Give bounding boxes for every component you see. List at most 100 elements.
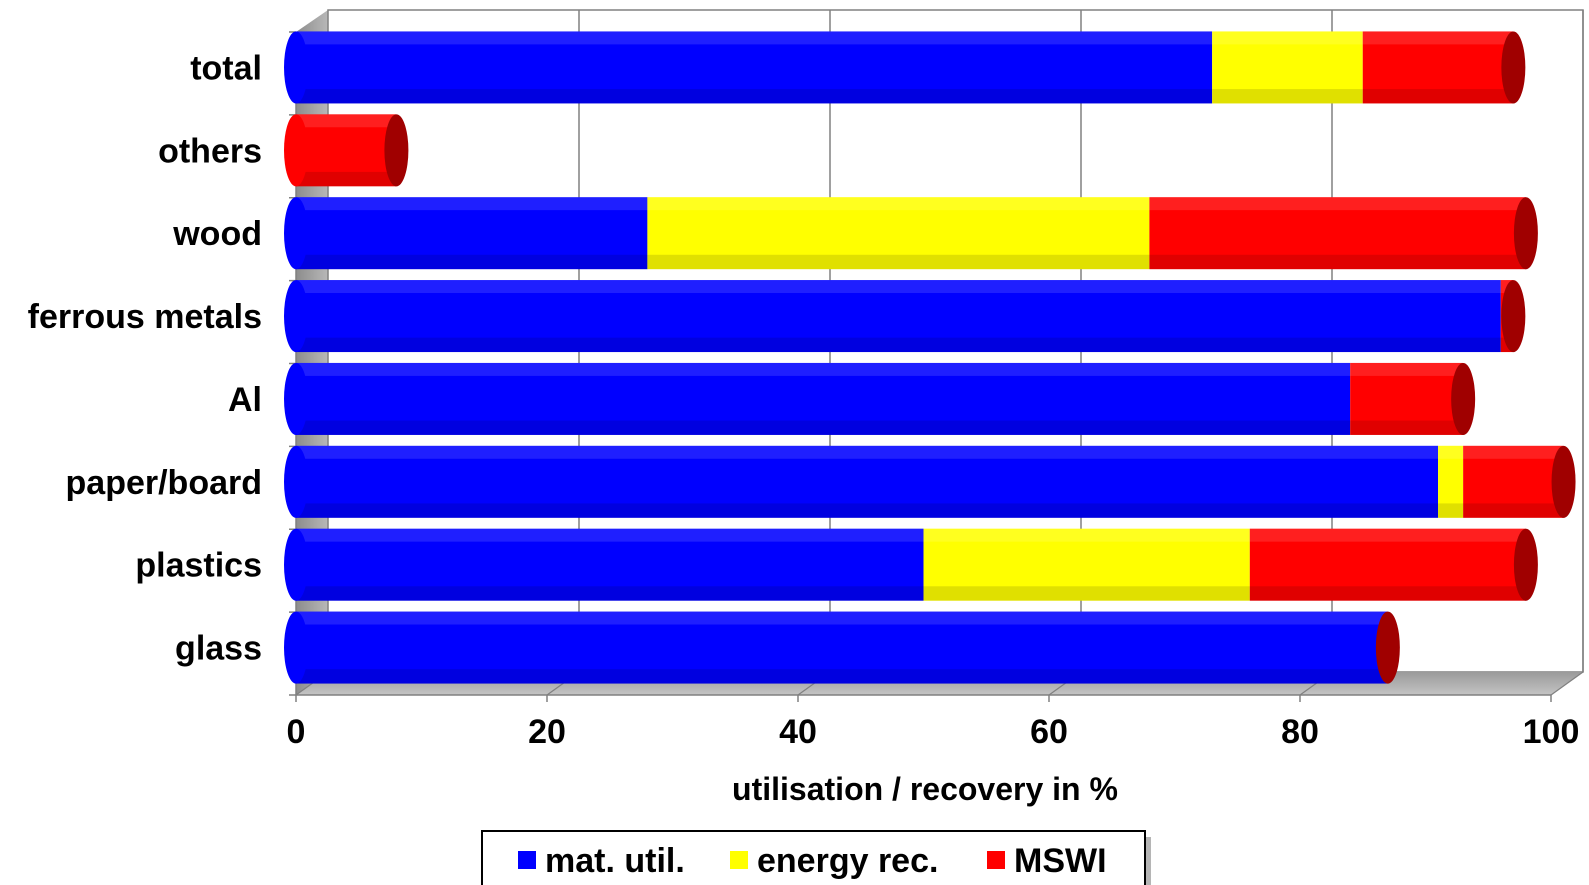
bar-end-cap-ferrous-metals (1501, 280, 1526, 353)
bar-al-mswi (1350, 362, 1464, 435)
bar-shadow-total-mswi (1362, 89, 1514, 104)
bar-highlight-wood-mswi (1149, 197, 1526, 211)
bar-body-total-energy-rec (1212, 31, 1363, 104)
bar-highlight-paper-board-mswi (1463, 445, 1564, 459)
bar-body-wood-energy-rec (647, 197, 1150, 270)
x-tick-label-80: 80 (1281, 713, 1319, 751)
bar-wood-mat-util (284, 197, 648, 270)
bar-body-total-mswi (1362, 31, 1514, 104)
bar-body-ferrous-metals-mat-util (296, 280, 1501, 353)
bar-start-cap-wood (284, 197, 308, 270)
category-label-al: Al (228, 381, 262, 419)
bar-wood-energy-rec (647, 197, 1150, 270)
bar-end-cap-plastics (1513, 528, 1538, 601)
bar-body-others-mswi (296, 114, 397, 187)
x-tick-labels: 0 20 40 60 80 100 (287, 713, 1580, 751)
bar-shadow-total-energy-rec (1212, 89, 1363, 104)
bar-highlight-wood-energy-rec (647, 197, 1150, 211)
bar-start-cap-total (284, 31, 308, 104)
bar-start-cap-plastics (284, 528, 308, 601)
legend-label-mswi: MSWI (1014, 842, 1107, 880)
bar-start-cap-paper-board (284, 445, 308, 518)
bar-shadow-plastics-mswi (1249, 586, 1526, 601)
bar-shadow-paper-board-mat-util (296, 503, 1439, 518)
legend-swatch-energy-rec (730, 851, 748, 869)
legend-label-energy-rec: energy rec. (757, 842, 938, 880)
bar-shadow-ferrous-metals-mat-util (296, 337, 1501, 353)
bar-highlight-ferrous-metals-mat-util (296, 280, 1501, 294)
category-label-paper-board: paper/board (66, 464, 262, 502)
bar-shadow-wood-mat-util (296, 254, 648, 270)
bar-body-al-mswi (1350, 362, 1464, 435)
legend: mat. util. energy rec. MSWI (481, 830, 1151, 885)
bar-shadow-others-mswi (296, 171, 397, 187)
bar-body-total-mat-util (296, 31, 1213, 104)
legend-swatch-mat-util (518, 851, 536, 869)
bar-body-plastics-mat-util (296, 528, 924, 601)
bar-highlight-al-mswi (1350, 362, 1464, 376)
legend-item-mat-util: mat. util. (518, 842, 685, 880)
bar-end-cap-paper-board (1551, 445, 1576, 518)
bar-body-paper-board-mswi (1463, 445, 1564, 518)
bar-body-paper-board-energy-rec (1438, 445, 1464, 518)
bar-body-wood-mat-util (296, 197, 648, 270)
category-label-wood: wood (172, 215, 262, 253)
bar-start-cap-ferrous-metals (284, 280, 308, 353)
bar-shadow-plastics-mat-util (296, 586, 924, 601)
bar-others-mswi (284, 114, 397, 187)
bar-highlight-paper-board-energy-rec (1438, 445, 1464, 459)
bar-end-cap-others (384, 114, 409, 187)
category-label-others: others (158, 132, 262, 170)
x-tick-label-60: 60 (1030, 713, 1068, 751)
floor-gridline-100 (1550, 671, 1584, 696)
category-label-plastics: plastics (135, 547, 262, 585)
bar-shadow-wood-mswi (1149, 254, 1526, 270)
bar-plastics-mswi (1249, 528, 1526, 601)
bar-wood-mswi (1149, 197, 1526, 270)
bar-shadow-glass-mat-util (296, 669, 1388, 684)
x-tick-label-40: 40 (779, 713, 817, 751)
bar-highlight-others-mswi (296, 114, 397, 128)
bar-total-mswi (1362, 31, 1514, 104)
bars (284, 31, 1576, 684)
bar-highlight-plastics-energy-rec (923, 528, 1250, 542)
category-label-ferrous-metals: ferrous metals (28, 298, 262, 336)
bar-paper-board-mswi (1463, 445, 1564, 518)
category-label-total: total (190, 49, 262, 87)
bar-shadow-paper-board-mswi (1463, 503, 1564, 518)
bar-highlight-total-mswi (1362, 31, 1514, 45)
bar-start-cap-others (284, 114, 308, 187)
bar-highlight-paper-board-mat-util (296, 445, 1439, 459)
bar-body-paper-board-mat-util (296, 445, 1439, 518)
bar-start-cap-al (284, 362, 308, 435)
bar-highlight-total-energy-rec (1212, 31, 1363, 45)
bar-shadow-al-mat-util (296, 420, 1351, 435)
bar-total-mat-util (284, 31, 1213, 104)
x-tick-label-0: 0 (287, 713, 306, 751)
bar-al-mat-util (284, 362, 1351, 435)
x-tick-label-20: 20 (528, 713, 566, 751)
x-axis-title: utilisation / recovery in % (732, 771, 1118, 807)
legend-label-mat-util: mat. util. (545, 842, 685, 880)
bar-shadow-plastics-energy-rec (923, 586, 1250, 601)
bar-paper-board-energy-rec (1438, 445, 1464, 518)
bar-highlight-total-mat-util (296, 31, 1213, 45)
bar-end-cap-glass (1375, 611, 1400, 684)
legend-item-mswi: MSWI (987, 842, 1107, 880)
bar-body-plastics-energy-rec (923, 528, 1250, 601)
bar-start-cap-glass (284, 611, 308, 684)
legend-box (481, 830, 1146, 885)
bar-body-glass-mat-util (296, 611, 1388, 684)
category-label-glass: glass (175, 630, 262, 668)
legend-swatch-mswi (987, 851, 1005, 869)
bar-shadow-total-mat-util (296, 89, 1213, 104)
bar-shadow-al-mswi (1350, 420, 1464, 435)
x-tick-label-100: 100 (1523, 713, 1580, 751)
bar-plastics-mat-util (284, 528, 924, 601)
bar-highlight-plastics-mswi (1249, 528, 1526, 542)
bar-body-al-mat-util (296, 362, 1351, 435)
bar-body-wood-mswi (1149, 197, 1526, 270)
bar-highlight-al-mat-util (296, 362, 1351, 376)
bar-highlight-plastics-mat-util (296, 528, 924, 542)
